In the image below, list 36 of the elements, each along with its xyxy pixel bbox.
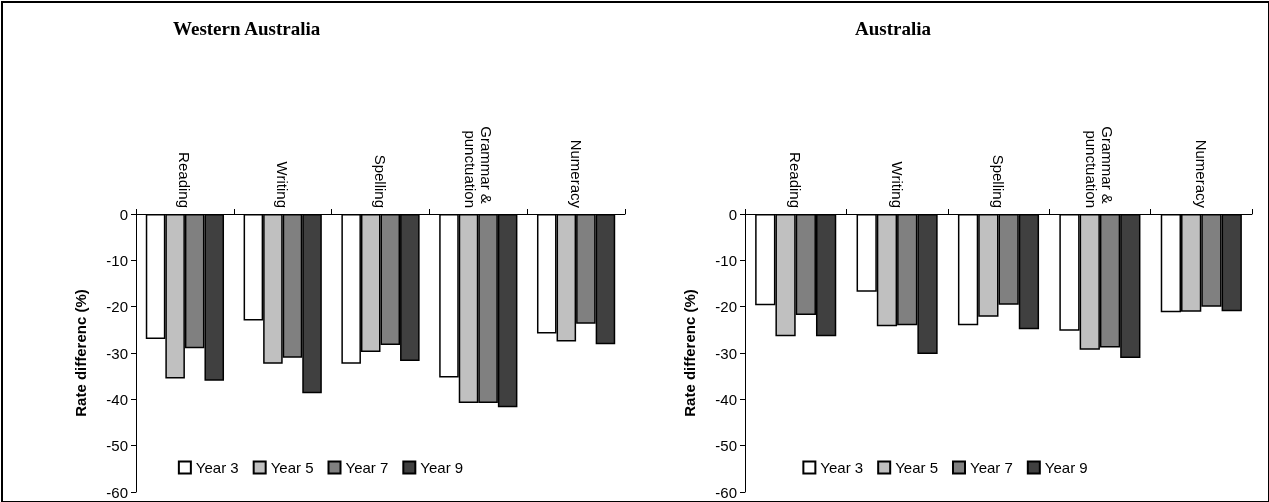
legend-label: Year 5 (895, 459, 939, 476)
x-tick-label: Numeracy (1192, 139, 1210, 209)
y-tick-label: -50 (715, 437, 737, 455)
x-tick-label: Writing (888, 161, 906, 208)
chart-title: Australia (855, 18, 932, 39)
legend-label: Year 3 (195, 459, 239, 476)
legend-label: Year 7 (345, 459, 389, 476)
y-tick-label: -10 (106, 251, 128, 269)
x-tick-label: Writing (274, 161, 292, 208)
y-tick-label: -40 (715, 390, 737, 408)
y-tick-label: -30 (106, 344, 128, 362)
x-tick-label: Spelling (372, 154, 389, 208)
x-tick-label: Reading (787, 152, 805, 208)
y-tick-label: 0 (728, 205, 737, 223)
x-tick-label: Reading (176, 152, 194, 208)
x-tick-label: Numeracy (567, 139, 585, 209)
x-tick-label: Grammar & punctuation (1083, 126, 1117, 208)
x-tick-label: Spelling (990, 154, 1007, 208)
y-tick-label: -50 (106, 437, 128, 455)
y-tick-label: -10 (715, 251, 737, 269)
x-tick-label: Grammar & punctuation (461, 126, 495, 208)
legend-label: Year 5 (270, 459, 314, 476)
legend-label: Year 3 (820, 459, 864, 476)
legend-label: Year 9 (1044, 459, 1088, 476)
y-axis-title: Rate differenc (%) (681, 289, 698, 417)
chart-title: Western Australia (173, 18, 321, 39)
y-tick-label: -30 (715, 344, 737, 362)
legend-label: Year 9 (420, 459, 464, 476)
y-axis-title: Rate differenc (%) (72, 289, 89, 417)
y-tick-label: -60 (106, 483, 128, 501)
y-tick-label: -40 (106, 390, 128, 408)
y-tick-label: -20 (106, 298, 128, 316)
y-tick-label: -60 (715, 483, 737, 501)
legend-label: Year 7 (970, 459, 1013, 476)
y-tick-label: -20 (715, 298, 737, 316)
y-tick-label: 0 (119, 205, 128, 223)
